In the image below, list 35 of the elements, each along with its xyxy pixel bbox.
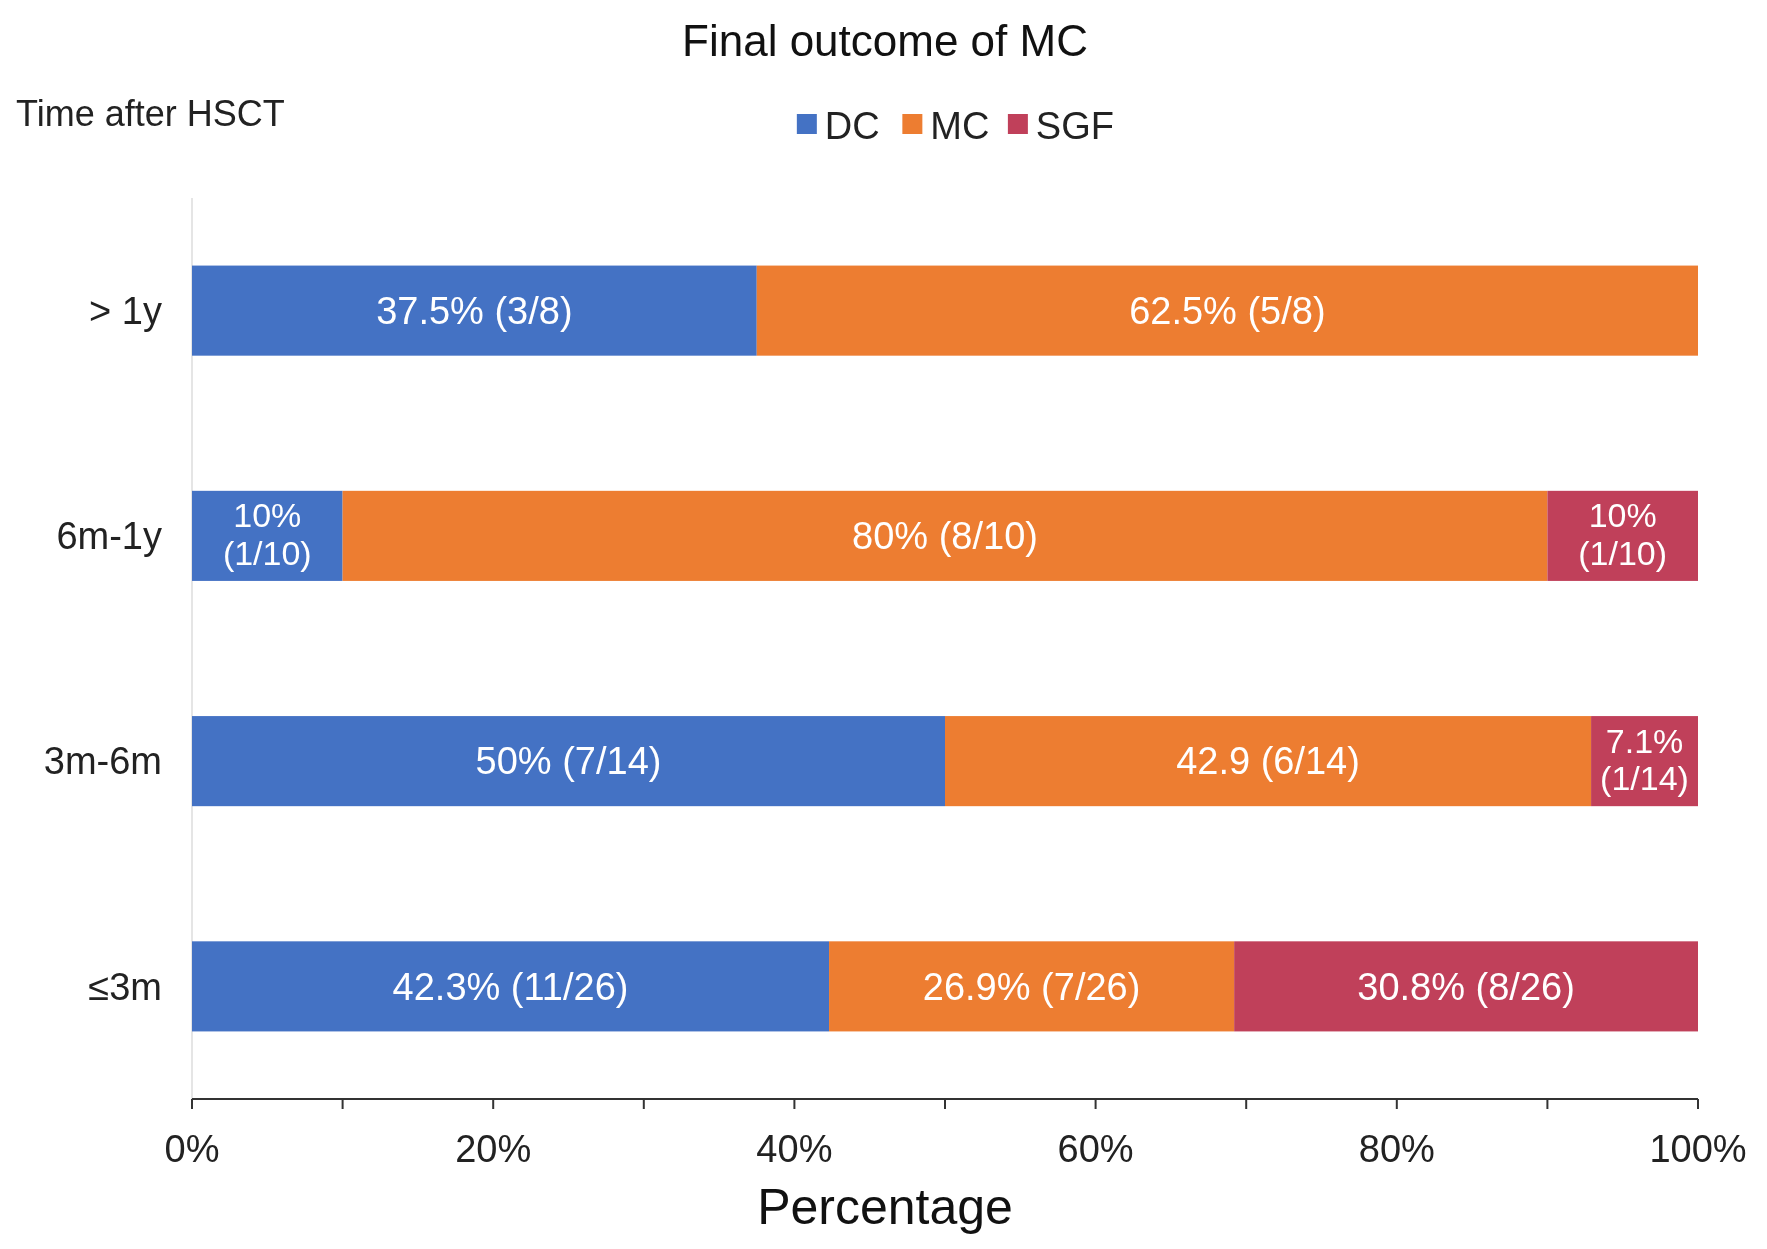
x-tick-label: 20%	[455, 1128, 532, 1171]
bar	[192, 716, 945, 807]
y-tick-label: > 1y	[89, 289, 162, 332]
data-label: 10% (1/10)	[1578, 496, 1668, 572]
data-label: 37.5% (3/8)	[376, 289, 573, 332]
y-tick-label: 3m-6m	[43, 740, 162, 783]
legend-label: DC	[824, 105, 880, 148]
y-tick-label: ≤3m	[88, 965, 162, 1008]
x-tick-label: 40%	[756, 1128, 833, 1171]
bar	[192, 265, 757, 356]
y-axis-title: Time after HSCT	[16, 93, 285, 134]
x-tick-label: 80%	[1358, 1128, 1435, 1171]
chart-title: Final outcome of MC	[682, 16, 1088, 65]
x-tick-label: 60%	[1057, 1128, 1134, 1171]
data-label: 10% (1/10)	[222, 496, 312, 572]
bar	[342, 490, 1548, 581]
data-label: 42.9 (6/14)	[1176, 740, 1360, 783]
data-label: 26.9% (7/26)	[922, 965, 1141, 1008]
data-label: 50% (7/14)	[475, 740, 662, 783]
x-tick-label: 100%	[1649, 1128, 1747, 1171]
data-label: 62.5% (5/8)	[1129, 289, 1326, 332]
data-label: 80% (8/10)	[852, 515, 1038, 558]
bar	[829, 941, 1235, 1032]
bar	[192, 941, 830, 1032]
x-tick-label: 0%	[164, 1128, 220, 1171]
y-tick-label: 6m-1y	[56, 515, 162, 558]
bar	[945, 716, 1592, 807]
bar	[756, 265, 1698, 356]
data-label: 42.3% (11/26)	[392, 965, 629, 1008]
legend-label: MC	[930, 105, 990, 148]
bar	[1234, 941, 1698, 1032]
data-label: 7.1% (1/14)	[1600, 721, 1689, 798]
legend-label: SGF	[1035, 105, 1115, 148]
data-label: 30.8% (8/26)	[1357, 965, 1575, 1008]
x-axis-title: Percentage	[757, 1179, 1013, 1235]
